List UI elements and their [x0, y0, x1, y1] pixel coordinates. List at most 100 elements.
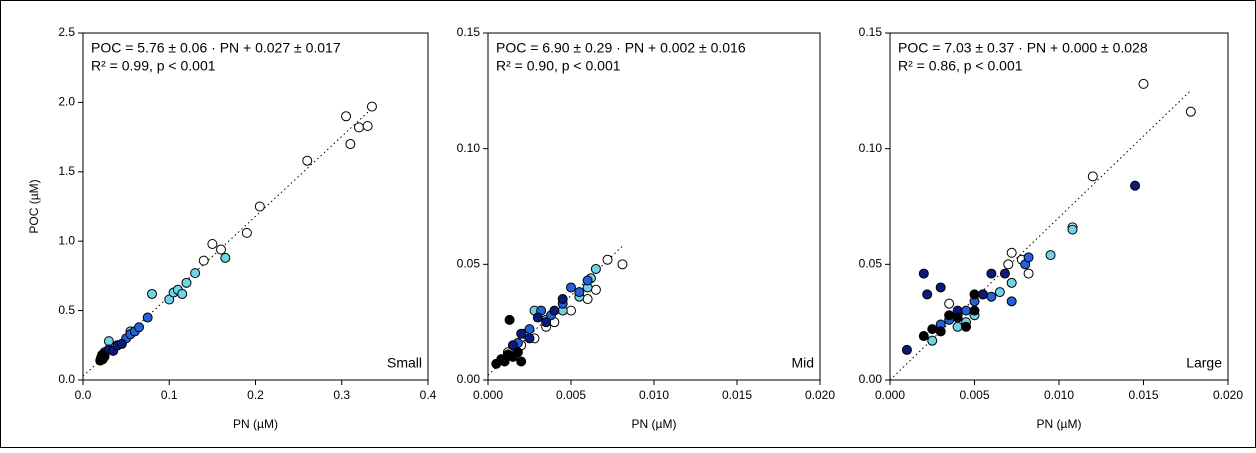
- point: [994, 287, 1005, 298]
- point: [181, 277, 192, 288]
- panel-label: Small: [387, 355, 422, 371]
- x-tick-label: 0.020: [805, 388, 835, 402]
- x-axis-label: PN (µM): [233, 417, 278, 431]
- point: [1003, 259, 1014, 270]
- x-tick-label: 0.010: [639, 388, 669, 402]
- x-tick-label: 0.3: [333, 388, 350, 402]
- point: [516, 328, 527, 339]
- point: [582, 294, 593, 305]
- point: [986, 291, 997, 302]
- point: [516, 356, 527, 367]
- point: [969, 305, 980, 316]
- point: [1023, 252, 1034, 263]
- point: [220, 252, 231, 263]
- y-tick-label: 0.10: [859, 141, 883, 155]
- point: [541, 317, 552, 328]
- point: [918, 268, 929, 279]
- point: [590, 263, 601, 274]
- point: [198, 255, 209, 266]
- point: [524, 333, 535, 344]
- x-tick-label: 0.0: [75, 388, 92, 402]
- point: [922, 289, 933, 300]
- point: [532, 312, 543, 323]
- point: [1045, 250, 1056, 261]
- y-tick-label: 2.0: [58, 95, 75, 109]
- y-tick-label: 0.15: [859, 25, 883, 39]
- x-tick-label: 0.015: [722, 388, 752, 402]
- y-tick-label: 2.5: [58, 25, 75, 39]
- y-tick-label: 0.10: [457, 141, 481, 155]
- point: [507, 340, 518, 351]
- y-tick-label: 0.00: [457, 372, 481, 386]
- point: [1006, 277, 1017, 288]
- panel-label: Mid: [791, 355, 814, 371]
- point: [1023, 268, 1034, 279]
- point: [207, 238, 218, 249]
- point: [927, 335, 938, 346]
- panel-label: Large: [1186, 355, 1222, 371]
- point: [557, 294, 568, 305]
- point: [116, 338, 127, 349]
- y-tick-label: 1.0: [58, 233, 75, 247]
- point: [927, 324, 938, 335]
- x-tick-label: 0.010: [1044, 388, 1074, 402]
- y-tick-label: 0.15: [457, 25, 481, 39]
- point: [524, 324, 535, 335]
- r-squared: R² = 0.86, p < 0.001: [898, 58, 1023, 74]
- y-axis-label: POC (µM): [27, 179, 41, 233]
- point: [254, 201, 265, 212]
- point: [952, 321, 963, 332]
- point: [1185, 106, 1196, 117]
- y-tick-label: 0.00: [859, 372, 883, 386]
- point: [345, 139, 356, 150]
- y-tick-label: 1.5: [58, 164, 75, 178]
- equation: POC = 7.03 ± 0.37 · PN + 0.000 ± 0.028: [898, 40, 1148, 56]
- point: [986, 268, 997, 279]
- x-tick-label: 0.1: [161, 388, 178, 402]
- point: [1067, 224, 1078, 235]
- y-tick-label: 0.05: [859, 257, 883, 271]
- x-tick-label: 0.015: [1128, 388, 1158, 402]
- x-tick-label: 0.005: [959, 388, 989, 402]
- x-tick-label: 0.005: [556, 388, 586, 402]
- point: [961, 321, 972, 332]
- r-squared: R² = 0.99, p < 0.001: [91, 58, 216, 74]
- point: [366, 101, 377, 112]
- point: [977, 289, 988, 300]
- x-tick-label: 0.2: [247, 388, 264, 402]
- point: [969, 289, 980, 300]
- point: [617, 259, 628, 270]
- point: [1006, 296, 1017, 307]
- fit-line: [889, 90, 1192, 381]
- x-axis-label: PN (µM): [632, 417, 677, 431]
- x-tick-label: 0.020: [1213, 388, 1243, 402]
- point: [341, 111, 352, 122]
- point: [999, 268, 1010, 279]
- y-tick-label: 0.0: [58, 372, 75, 386]
- point: [952, 312, 963, 323]
- point: [147, 288, 157, 299]
- point: [944, 298, 955, 309]
- equation: POC = 6.90 ± 0.29 · PN + 0.002 ± 0.016: [496, 40, 746, 56]
- point: [190, 268, 201, 279]
- point: [582, 275, 593, 286]
- equation: POC = 5.76 ± 0.06 · PN + 0.027 ± 0.017: [91, 40, 341, 56]
- point: [901, 344, 912, 355]
- point: [1006, 247, 1017, 258]
- point: [134, 322, 145, 333]
- point: [1130, 180, 1141, 191]
- x-tick-label: 0.000: [875, 388, 905, 402]
- r-squared: R² = 0.90, p < 0.001: [496, 58, 621, 74]
- point: [961, 305, 972, 316]
- point: [944, 310, 955, 321]
- point: [241, 227, 252, 238]
- y-tick-label: 0.5: [58, 303, 75, 317]
- point: [103, 336, 114, 347]
- x-axis-label: PN (µM): [1037, 417, 1082, 431]
- point: [177, 288, 188, 299]
- point: [574, 287, 585, 298]
- x-tick-label: 0.4: [420, 388, 437, 402]
- point: [99, 351, 110, 362]
